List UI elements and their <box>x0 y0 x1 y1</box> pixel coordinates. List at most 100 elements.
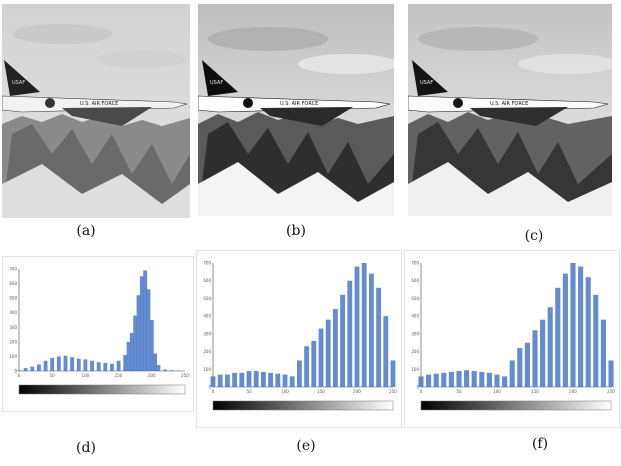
histogram-bar <box>133 315 138 371</box>
x-tick-label: 200 <box>569 389 577 394</box>
histogram-bar <box>63 355 68 371</box>
histogram-panel-d: 0 100 200 300 400 500 600 700 0 50 100 150 200 250 <box>2 256 194 412</box>
histogram-bar <box>390 360 396 387</box>
histogram-bar <box>43 360 48 371</box>
x-tick-label: 150 <box>115 373 123 378</box>
photo-a: USAF U.S. AIR FORCE <box>2 4 190 218</box>
histogram-bar <box>156 365 161 371</box>
histogram-bar <box>224 374 230 387</box>
y-tick-label: 400 <box>411 314 419 319</box>
x-tick-label: 250 <box>607 389 615 394</box>
jet-aircraft: USAF U.S. AIR FORCE <box>198 60 391 126</box>
histogram-bar <box>433 373 439 387</box>
histogram-bar <box>585 277 591 387</box>
histogram-chart-f: 0 100 200 300 400 500 600 700 0 50 100 150 200 250 <box>411 261 615 411</box>
y-tick-label: 100 <box>9 354 17 359</box>
histogram-bar <box>260 371 266 387</box>
caption-f: (f) <box>531 436 549 452</box>
histogram-bar <box>608 360 614 387</box>
histogram-bar <box>479 371 485 387</box>
histogram-bar <box>136 295 141 371</box>
x-tick-label: 200 <box>353 389 361 394</box>
histogram-bar <box>83 359 88 371</box>
y-tick-label: 0 <box>208 385 211 390</box>
jet-fuselage-marking: U.S. AIR FORCE <box>280 101 318 107</box>
histogram-bar <box>486 372 492 387</box>
x-tick-label: 150 <box>531 389 539 394</box>
histogram-bar <box>547 307 553 387</box>
y-tick-label: 300 <box>9 325 17 330</box>
y-tick-label: 400 <box>9 310 17 315</box>
histogram-bar <box>126 341 131 371</box>
y-tick-label: 500 <box>411 296 419 301</box>
jet-aircraft: USAF U.S. AIR FORCE <box>408 60 609 126</box>
histogram-bar <box>532 330 538 387</box>
x-tick-label: 50 <box>456 389 462 394</box>
histogram-bar <box>110 363 114 371</box>
histogram-bar <box>23 368 28 371</box>
histogram-bar <box>296 360 302 387</box>
histogram-bar <box>56 356 61 371</box>
histogram-bar <box>96 362 101 371</box>
x-tick-label: 100 <box>281 389 289 394</box>
histogram-bar <box>90 360 94 371</box>
histogram-bar <box>123 354 128 371</box>
histogram-bar <box>354 266 360 387</box>
histogram-bar <box>502 376 508 387</box>
x-tick-label: 100 <box>493 389 501 394</box>
caption-a: (a) <box>76 223 96 239</box>
histogram-bar <box>332 309 338 387</box>
histogram-bar <box>210 376 216 387</box>
y-tick-label: 200 <box>203 349 211 354</box>
x-tick-label: 0 <box>18 373 21 378</box>
histogram-bar <box>509 360 515 387</box>
histogram-bar <box>139 276 144 371</box>
histogram-bar <box>347 280 353 387</box>
histogram-bar <box>441 372 447 387</box>
y-tick-label: 500 <box>203 296 211 301</box>
jet-fuselage-marking: U.S. AIR FORCE <box>490 101 528 107</box>
y-tick-label: 300 <box>411 331 419 336</box>
histogram-bar <box>149 320 154 371</box>
histogram-bar <box>232 372 238 387</box>
histogram-bar <box>517 348 523 387</box>
histogram-bar <box>340 294 346 387</box>
y-tick-label: 500 <box>9 296 17 301</box>
histogram-panel-e: 0 100 200 300 400 500 600 700 0 50 100 150 200 250 <box>196 250 402 428</box>
histogram-bar <box>600 319 606 387</box>
grayscale-colorbar <box>212 400 394 411</box>
histogram-bar <box>471 371 477 387</box>
photo-b: USAF U.S. AIR FORCE <box>198 4 394 216</box>
histogram-bar <box>418 376 424 387</box>
histogram-bar <box>311 340 317 387</box>
histogram-bar <box>383 316 389 387</box>
x-tick-label: 50 <box>50 373 56 378</box>
grayscale-colorbar <box>420 400 612 411</box>
histogram-bar <box>540 319 546 387</box>
histogram-bar <box>163 369 168 371</box>
y-tick-label: 100 <box>411 367 419 372</box>
histogram-bar <box>289 376 295 387</box>
histogram-bar <box>426 374 432 387</box>
histogram-bar <box>217 374 223 387</box>
x-tick-label: 250 <box>389 389 397 394</box>
histogram-bar <box>103 362 108 371</box>
y-tick-label: 700 <box>411 261 419 266</box>
histogram-bar <box>169 370 174 371</box>
histogram-panel-f: 0 100 200 300 400 500 600 700 0 50 100 150 200 250 <box>404 250 620 428</box>
histogram-bar <box>129 333 134 371</box>
caption-c: (c) <box>524 228 544 244</box>
jet-scene-a: USAF U.S. AIR FORCE <box>2 4 190 218</box>
y-tick-label: 600 <box>9 281 17 286</box>
histogram-bar <box>318 328 324 387</box>
caption-d: (d) <box>76 440 96 456</box>
histogram-bar <box>268 372 274 387</box>
jet-tail-marking: USAF <box>12 80 25 86</box>
histogram-bar <box>239 372 245 387</box>
grayscale-colorbar <box>18 384 186 395</box>
y-tick-label: 700 <box>203 261 211 266</box>
histogram-bar <box>36 364 41 371</box>
histogram-bar <box>76 358 81 371</box>
histogram-bar <box>253 371 259 387</box>
histogram-bar <box>282 374 288 387</box>
